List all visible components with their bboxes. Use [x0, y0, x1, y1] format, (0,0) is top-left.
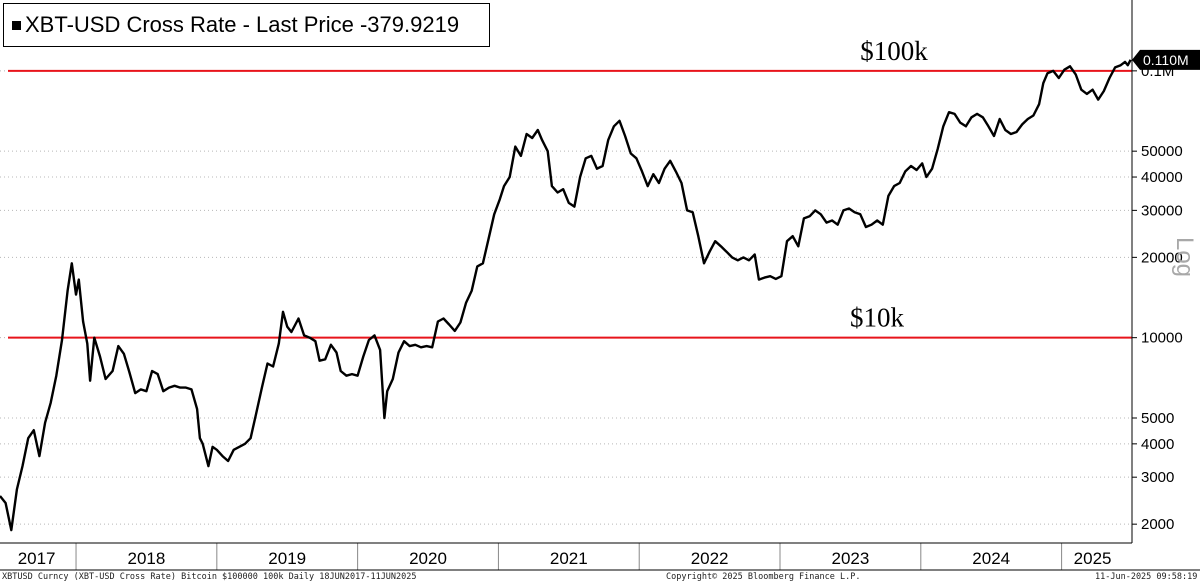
reference-line-label: $10k: [850, 303, 905, 333]
x-tick-label: 2019: [268, 549, 306, 568]
footer-timestamp: 11-Jun-2025 09:58:19: [1095, 572, 1198, 582]
y-tick-label: 2000: [1141, 516, 1174, 533]
grid-layer: [0, 70, 1132, 525]
x-tick-label: 2022: [691, 549, 729, 568]
last-value-tag-label: 0.110M: [1143, 52, 1189, 68]
reference-lines: [8, 69, 1132, 339]
y-tick-labels: 2000 3000 4000 5000 10000 20000 30000 40000 5000…: [1132, 63, 1183, 533]
last-value-tag-box: [1132, 49, 1200, 70]
y-axis-label: Log: [1171, 236, 1198, 278]
y-tick-label: 40000: [1141, 169, 1183, 186]
last-value-tag: 0.110M: [1132, 49, 1200, 70]
reference-line-label: $100k: [860, 36, 928, 66]
y-tick-label: 20000: [1141, 249, 1183, 266]
annotations: $100k $10k: [850, 36, 928, 333]
y-tick-label: 4000: [1141, 436, 1174, 453]
series-layer: [0, 59, 1132, 532]
x-tick-label: 2018: [128, 549, 166, 568]
price-series-line: [0, 59, 1132, 532]
year-dividers: [75, 543, 1063, 570]
footer-source: XBTUSD Curncy (XBT-USD Cross Rate) Bitco…: [2, 572, 417, 582]
y-tick-label: 30000: [1141, 202, 1183, 219]
chart-title: XBT-USD Cross Rate - Last Price -379.921…: [25, 12, 460, 37]
y-tick-label: 3000: [1141, 469, 1174, 486]
y-tick-label: 50000: [1141, 143, 1183, 160]
footer: XBTUSD Curncy (XBT-USD Cross Rate) Bitco…: [0, 571, 1200, 585]
x-tick-label: 2020: [409, 549, 447, 568]
legend-swatch: [12, 20, 21, 30]
chart-legend: XBT-USD Cross Rate - Last Price -379.921…: [3, 3, 490, 47]
x-tick-labels: 2017 2018 2019 2020 2021 2022 2023 2024 2025: [18, 549, 1112, 568]
x-tick-label: 2025: [1074, 549, 1112, 568]
x-tick-label: 2021: [550, 549, 588, 568]
footer-copyright: Copyright© 2025 Bloomberg Finance L.P.: [666, 572, 861, 582]
y-tick-label: 10000: [1141, 330, 1183, 347]
x-tick-label: 2023: [831, 549, 869, 568]
x-tick-label: 2024: [972, 549, 1010, 568]
y-tick-label: 5000: [1141, 410, 1174, 427]
x-tick-label: 2017: [18, 549, 56, 568]
axes-layer: [0, 0, 1200, 571]
